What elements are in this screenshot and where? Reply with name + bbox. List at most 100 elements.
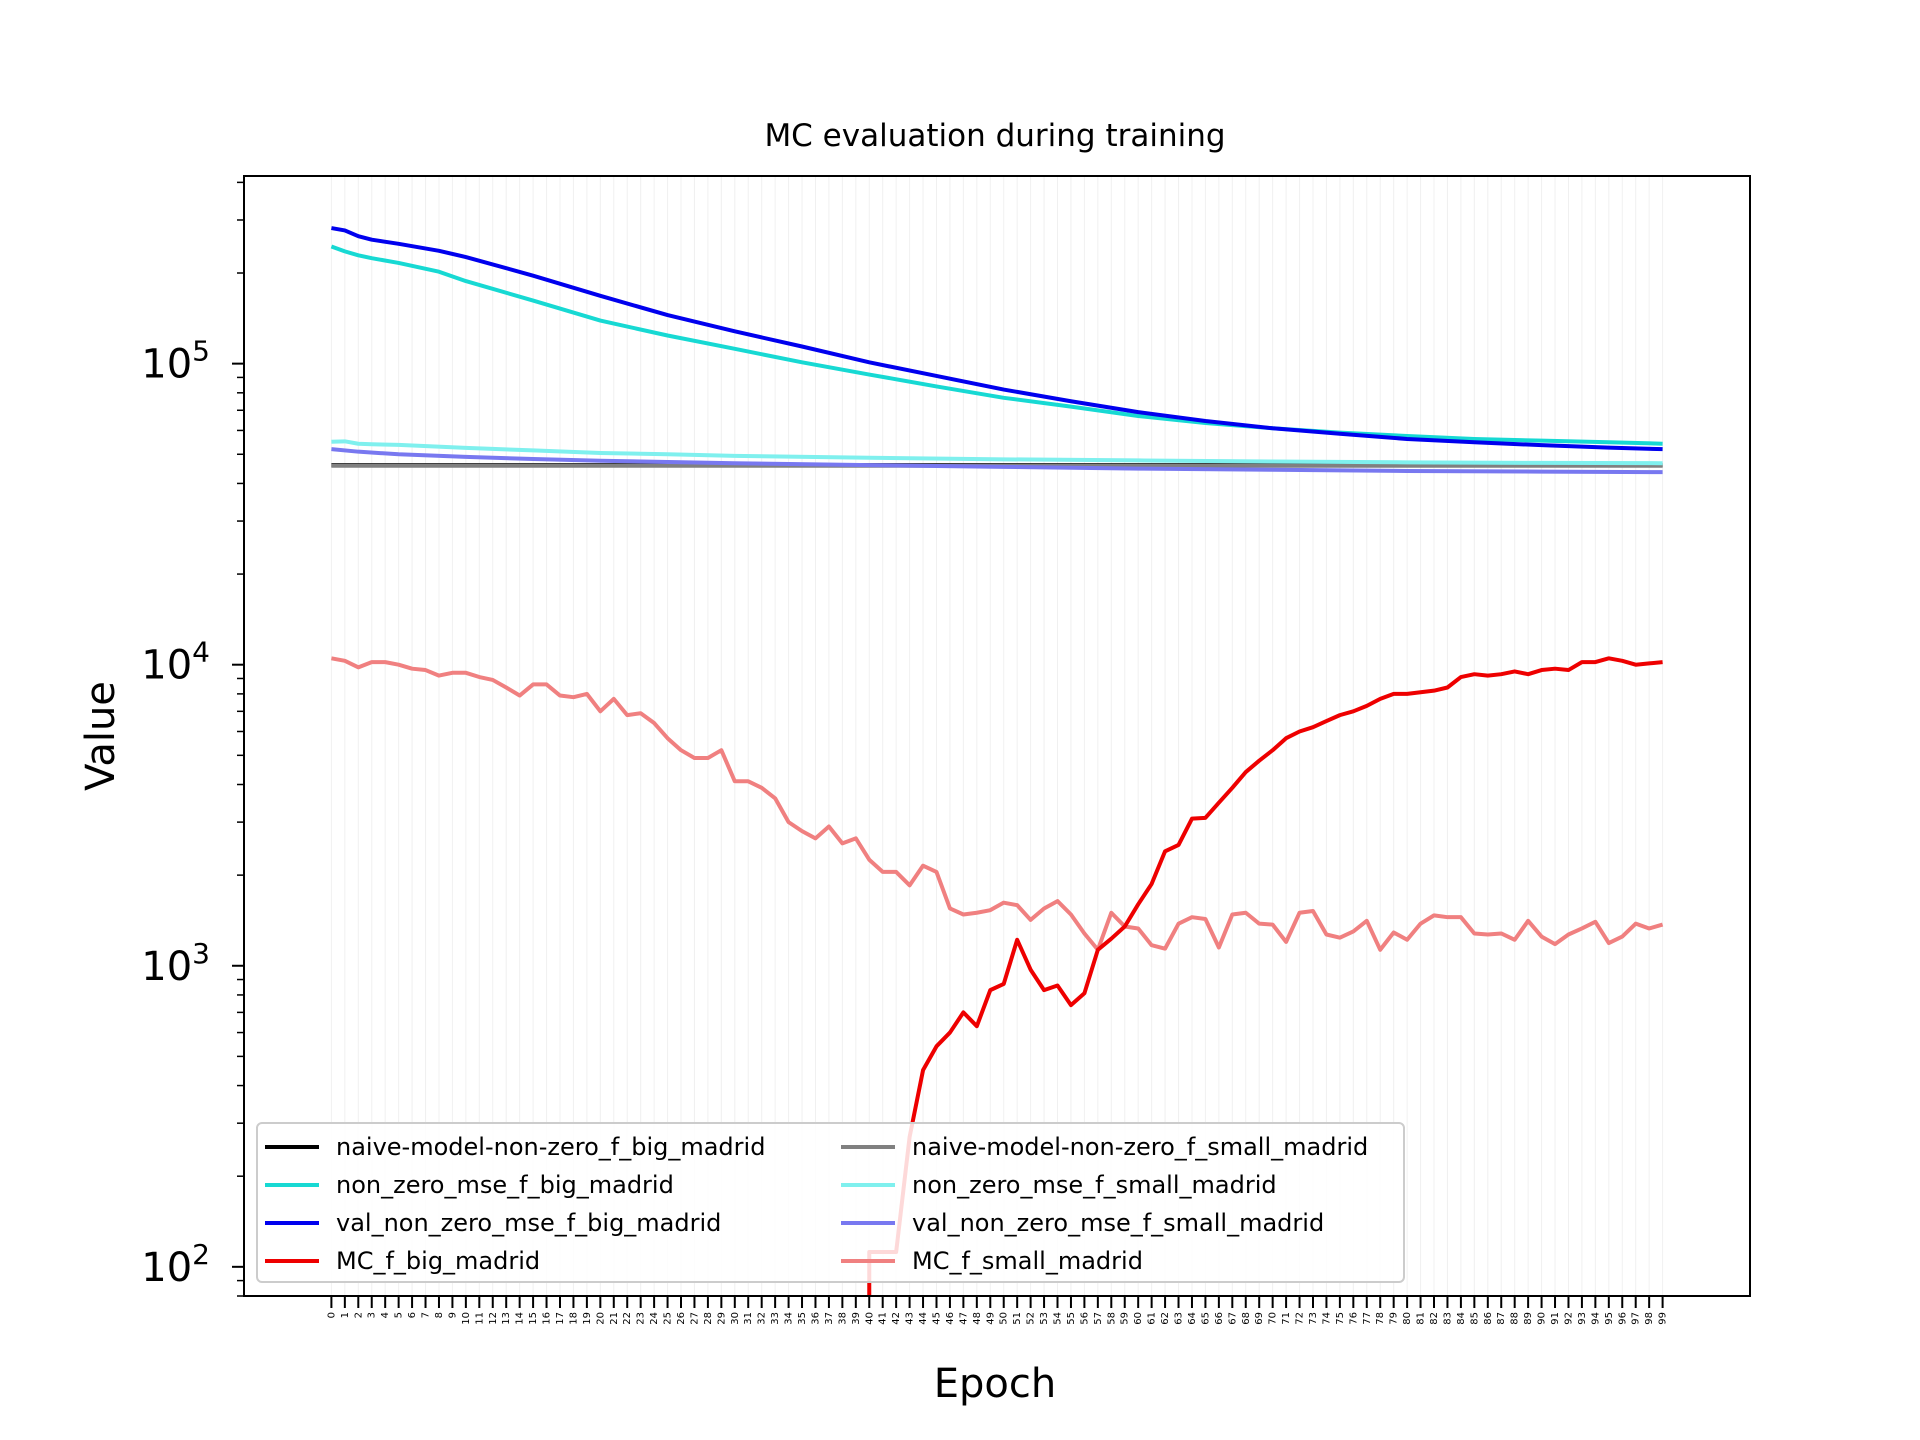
x-tick-label-63: 63 <box>1174 1312 1185 1325</box>
x-tick-label-81: 81 <box>1416 1312 1427 1325</box>
x-tick-label-44: 44 <box>918 1312 929 1325</box>
legend-box <box>256 1122 1405 1283</box>
x-tick-label-33: 33 <box>770 1312 781 1325</box>
x-tick-label-39: 39 <box>851 1312 862 1325</box>
x-tick-label-51: 51 <box>1012 1312 1023 1325</box>
x-tick-label-31: 31 <box>743 1312 754 1325</box>
x-tick-label-86: 86 <box>1483 1312 1494 1325</box>
x-tick-label-76: 76 <box>1348 1312 1359 1325</box>
x-tick-label-71: 71 <box>1281 1312 1292 1325</box>
x-tick-label-80: 80 <box>1402 1312 1413 1325</box>
x-tick-label-45: 45 <box>931 1312 942 1325</box>
x-tick-label-20: 20 <box>595 1312 606 1325</box>
x-tick-label-93: 93 <box>1577 1312 1588 1325</box>
x-tick-label-9: 9 <box>447 1312 458 1318</box>
x-tick-label-52: 52 <box>1026 1312 1037 1325</box>
x-tick-label-55: 55 <box>1066 1312 1077 1325</box>
x-tick-label-88: 88 <box>1510 1312 1521 1325</box>
x-tick-label-0: 0 <box>326 1312 337 1318</box>
legend-entry-mc-f-small-madrid: MC_f_small_madrid <box>912 1247 1143 1275</box>
x-tick-label-90: 90 <box>1537 1312 1548 1325</box>
x-tick-label-3: 3 <box>367 1312 378 1318</box>
x-tick-label-34: 34 <box>784 1312 795 1325</box>
x-tick-label-46: 46 <box>945 1312 956 1325</box>
x-tick-label-65: 65 <box>1200 1312 1211 1325</box>
x-tick-label-15: 15 <box>528 1312 539 1325</box>
x-tick-label-19: 19 <box>582 1312 593 1325</box>
x-tick-label-49: 49 <box>985 1312 996 1325</box>
x-tick-label-1: 1 <box>340 1312 351 1318</box>
x-tick-label-60: 60 <box>1133 1312 1144 1325</box>
legend-entry-naive-model-non-zero-f-small-madrid: naive-model-non-zero_f_small_madrid <box>912 1133 1368 1161</box>
x-tick-label-24: 24 <box>649 1312 660 1325</box>
x-tick-label-37: 37 <box>824 1312 835 1325</box>
x-tick-label-41: 41 <box>878 1312 889 1325</box>
x-tick-label-36: 36 <box>810 1312 821 1325</box>
x-tick-label-85: 85 <box>1469 1312 1480 1325</box>
x-tick-label-94: 94 <box>1590 1312 1601 1325</box>
x-tick-label-83: 83 <box>1442 1312 1453 1325</box>
y-tick-label-100: 102 <box>141 1238 210 1291</box>
y-tick-label-100000: 105 <box>141 335 210 388</box>
x-axis-label: Epoch <box>934 1361 1056 1407</box>
x-tick-label-4: 4 <box>380 1312 391 1318</box>
x-tick-label-12: 12 <box>488 1312 499 1325</box>
y-axis-ticks: 102 103 104 105 <box>141 181 244 1297</box>
x-tick-label-62: 62 <box>1160 1312 1171 1325</box>
x-tick-label-87: 87 <box>1496 1312 1507 1325</box>
x-tick-label-7: 7 <box>421 1312 432 1318</box>
x-tick-label-75: 75 <box>1335 1312 1346 1325</box>
x-tick-label-10: 10 <box>461 1312 472 1325</box>
legend: naive-model-non-zero_f_big_madrid non_zer… <box>256 1122 1405 1283</box>
x-tick-label-97: 97 <box>1631 1312 1642 1325</box>
x-tick-label-22: 22 <box>622 1312 633 1325</box>
series-line-non-zero-mse-f-big-madrid <box>330 244 1663 446</box>
chart-title: MC evaluation during training <box>764 118 1225 154</box>
x-tick-label-18: 18 <box>568 1312 579 1325</box>
x-tick-label-53: 53 <box>1039 1312 1050 1325</box>
x-tick-label-26: 26 <box>676 1312 687 1325</box>
x-tick-label-11: 11 <box>474 1312 485 1325</box>
x-tick-label-16: 16 <box>542 1312 553 1325</box>
plot-background <box>244 176 1750 1296</box>
x-tick-label-66: 66 <box>1214 1312 1225 1325</box>
x-tick-label-42: 42 <box>891 1312 902 1325</box>
x-tick-label-77: 77 <box>1362 1312 1373 1325</box>
x-tick-label-54: 54 <box>1053 1312 1064 1325</box>
grid <box>330 176 1664 1296</box>
x-tick-label-84: 84 <box>1456 1312 1467 1325</box>
x-tick-label-73: 73 <box>1308 1312 1319 1325</box>
series-line-val-non-zero-mse-f-small-madrid <box>331 447 1663 475</box>
y-tick-label-1000: 103 <box>141 937 210 990</box>
x-tick-label-69: 69 <box>1254 1312 1265 1325</box>
x-tick-label-70: 70 <box>1268 1312 1279 1325</box>
x-tick-label-38: 38 <box>837 1312 848 1325</box>
x-tick-label-89: 89 <box>1523 1312 1534 1325</box>
legend-entry-mc-f-big-madrid: MC_f_big_madrid <box>336 1247 540 1275</box>
x-tick-label-56: 56 <box>1079 1312 1090 1325</box>
x-tick-label-74: 74 <box>1321 1312 1332 1325</box>
x-tick-label-28: 28 <box>703 1312 714 1325</box>
plot-area <box>243 175 1751 1297</box>
x-tick-label-79: 79 <box>1389 1312 1400 1325</box>
x-tick-label-58: 58 <box>1106 1312 1117 1325</box>
series-lines <box>330 226 1664 1296</box>
plot-frame <box>243 175 1751 1297</box>
x-tick-label-82: 82 <box>1429 1312 1440 1325</box>
y-axis-label: Value <box>78 681 124 791</box>
x-tick-label-91: 91 <box>1550 1312 1561 1325</box>
x-tick-label-59: 59 <box>1120 1312 1131 1325</box>
legend-entry-val-non-zero-mse-f-small-madrid: val_non_zero_mse_f_small_madrid <box>912 1209 1324 1237</box>
x-tick-label-8: 8 <box>434 1312 445 1318</box>
x-tick-label-72: 72 <box>1295 1312 1306 1325</box>
x-tick-label-5: 5 <box>394 1312 405 1318</box>
x-tick-label-29: 29 <box>716 1312 727 1325</box>
x-tick-label-98: 98 <box>1644 1312 1655 1325</box>
legend-entry-non-zero-mse-f-small-madrid: non_zero_mse_f_small_madrid <box>912 1171 1277 1199</box>
legend-entry-naive-model-non-zero-f-big-madrid: naive-model-non-zero_f_big_madrid <box>336 1133 765 1161</box>
x-tick-label-21: 21 <box>609 1312 620 1325</box>
x-tick-label-96: 96 <box>1617 1312 1628 1325</box>
y-tick-label-10000: 104 <box>141 636 210 689</box>
x-tick-label-95: 95 <box>1604 1312 1615 1325</box>
